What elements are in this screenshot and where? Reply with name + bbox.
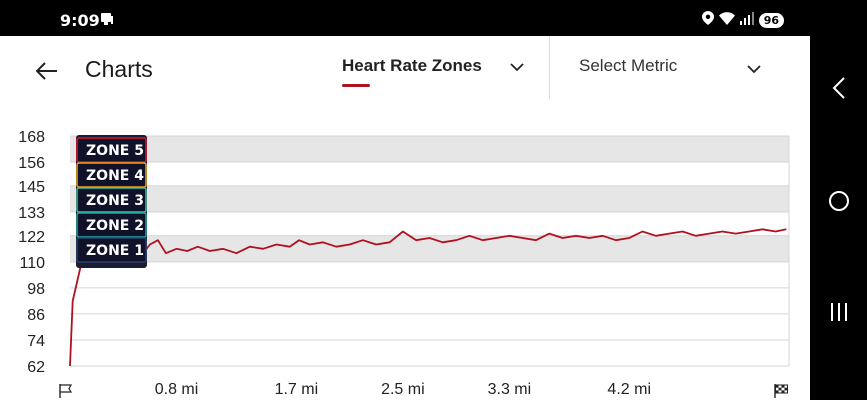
- zone-label: ZONE 3: [86, 193, 144, 209]
- system-nav-bar: [810, 0, 867, 400]
- select-metric-dropdown[interactable]: Select Metric: [579, 56, 761, 76]
- start-flag-icon: [59, 384, 73, 398]
- x-tick-label: 4.2 mi: [607, 381, 651, 398]
- zone-legend-item: ZONE 1: [76, 237, 147, 263]
- y-tick-label: 168: [18, 129, 45, 146]
- zone-chip: [76, 187, 147, 213]
- y-tick-label: 133: [18, 205, 45, 222]
- y-tick-label: 74: [27, 333, 45, 350]
- system-recents-button[interactable]: [824, 297, 854, 327]
- header-divider: [549, 36, 550, 99]
- y-tick-label: 98: [27, 281, 45, 298]
- zone-legend-item: ZONE 3: [76, 187, 147, 213]
- y-tick-label: 156: [18, 155, 45, 172]
- zone-label: ZONE 5: [86, 143, 144, 159]
- signal-icon: [739, 11, 754, 30]
- tab-heart-rate-zones[interactable]: Heart Rate Zones: [342, 56, 524, 96]
- zone-legend-item: ZONE 2: [76, 212, 147, 238]
- selected-tab-indicator: [342, 84, 370, 87]
- system-back-button[interactable]: [824, 73, 854, 103]
- finish-flag-icon: [774, 384, 788, 398]
- zone-band: [70, 136, 789, 163]
- chevron-down-icon: [510, 59, 524, 77]
- notification-icon: [100, 12, 114, 31]
- zone-label: ZONE 4: [86, 168, 144, 184]
- back-button[interactable]: [32, 56, 62, 86]
- x-tick-label: 0.8 mi: [155, 381, 199, 398]
- zone-chip: [76, 162, 147, 188]
- zone-band: [70, 185, 789, 212]
- status-time: 9:09: [60, 11, 100, 30]
- zone-chip: [76, 137, 147, 163]
- dropdown-label: Select Metric: [579, 56, 678, 75]
- zone-chip: [76, 237, 147, 263]
- zone-label: ZONE 1: [86, 243, 144, 259]
- zone-label: ZONE 2: [86, 218, 144, 234]
- zone-chip: [76, 212, 147, 238]
- battery-icon: 96: [758, 13, 784, 28]
- x-tick-label: 3.3 mi: [488, 381, 532, 398]
- charts-screen: Charts Heart Rate Zones Select Metric 16…: [0, 36, 810, 400]
- y-tick-label: 110: [19, 255, 45, 272]
- status-bar: 9:09 96: [0, 0, 810, 36]
- location-icon: [701, 11, 714, 30]
- back-triangle-icon: [832, 77, 845, 99]
- wifi-icon: [718, 11, 735, 30]
- zone-legend-item: ZONE 4: [76, 162, 147, 188]
- y-tick-label: 86: [27, 307, 45, 324]
- y-tick-label: 145: [18, 179, 45, 196]
- page-title: Charts: [85, 56, 153, 82]
- chevron-down-icon: [747, 59, 761, 79]
- x-tick-label: 2.5 mi: [381, 381, 425, 398]
- x-tick-label: 1.7 mi: [275, 381, 319, 398]
- y-tick-label: 122: [18, 229, 45, 246]
- system-home-button[interactable]: [824, 186, 854, 216]
- zone-band: [70, 235, 789, 262]
- home-circle-icon: [829, 191, 849, 211]
- zone-legend-item: ZONE 5: [76, 137, 147, 163]
- y-tick-label: 62: [27, 359, 45, 376]
- tab-label: Heart Rate Zones: [342, 56, 482, 75]
- heart-rate-chart: 168 156 145 133 122 110 98 86 74 62 0.8 mi 1.7 mi 2…: [18, 129, 790, 398]
- recents-icon: [831, 303, 847, 321]
- arrow-left-icon: [36, 62, 57, 80]
